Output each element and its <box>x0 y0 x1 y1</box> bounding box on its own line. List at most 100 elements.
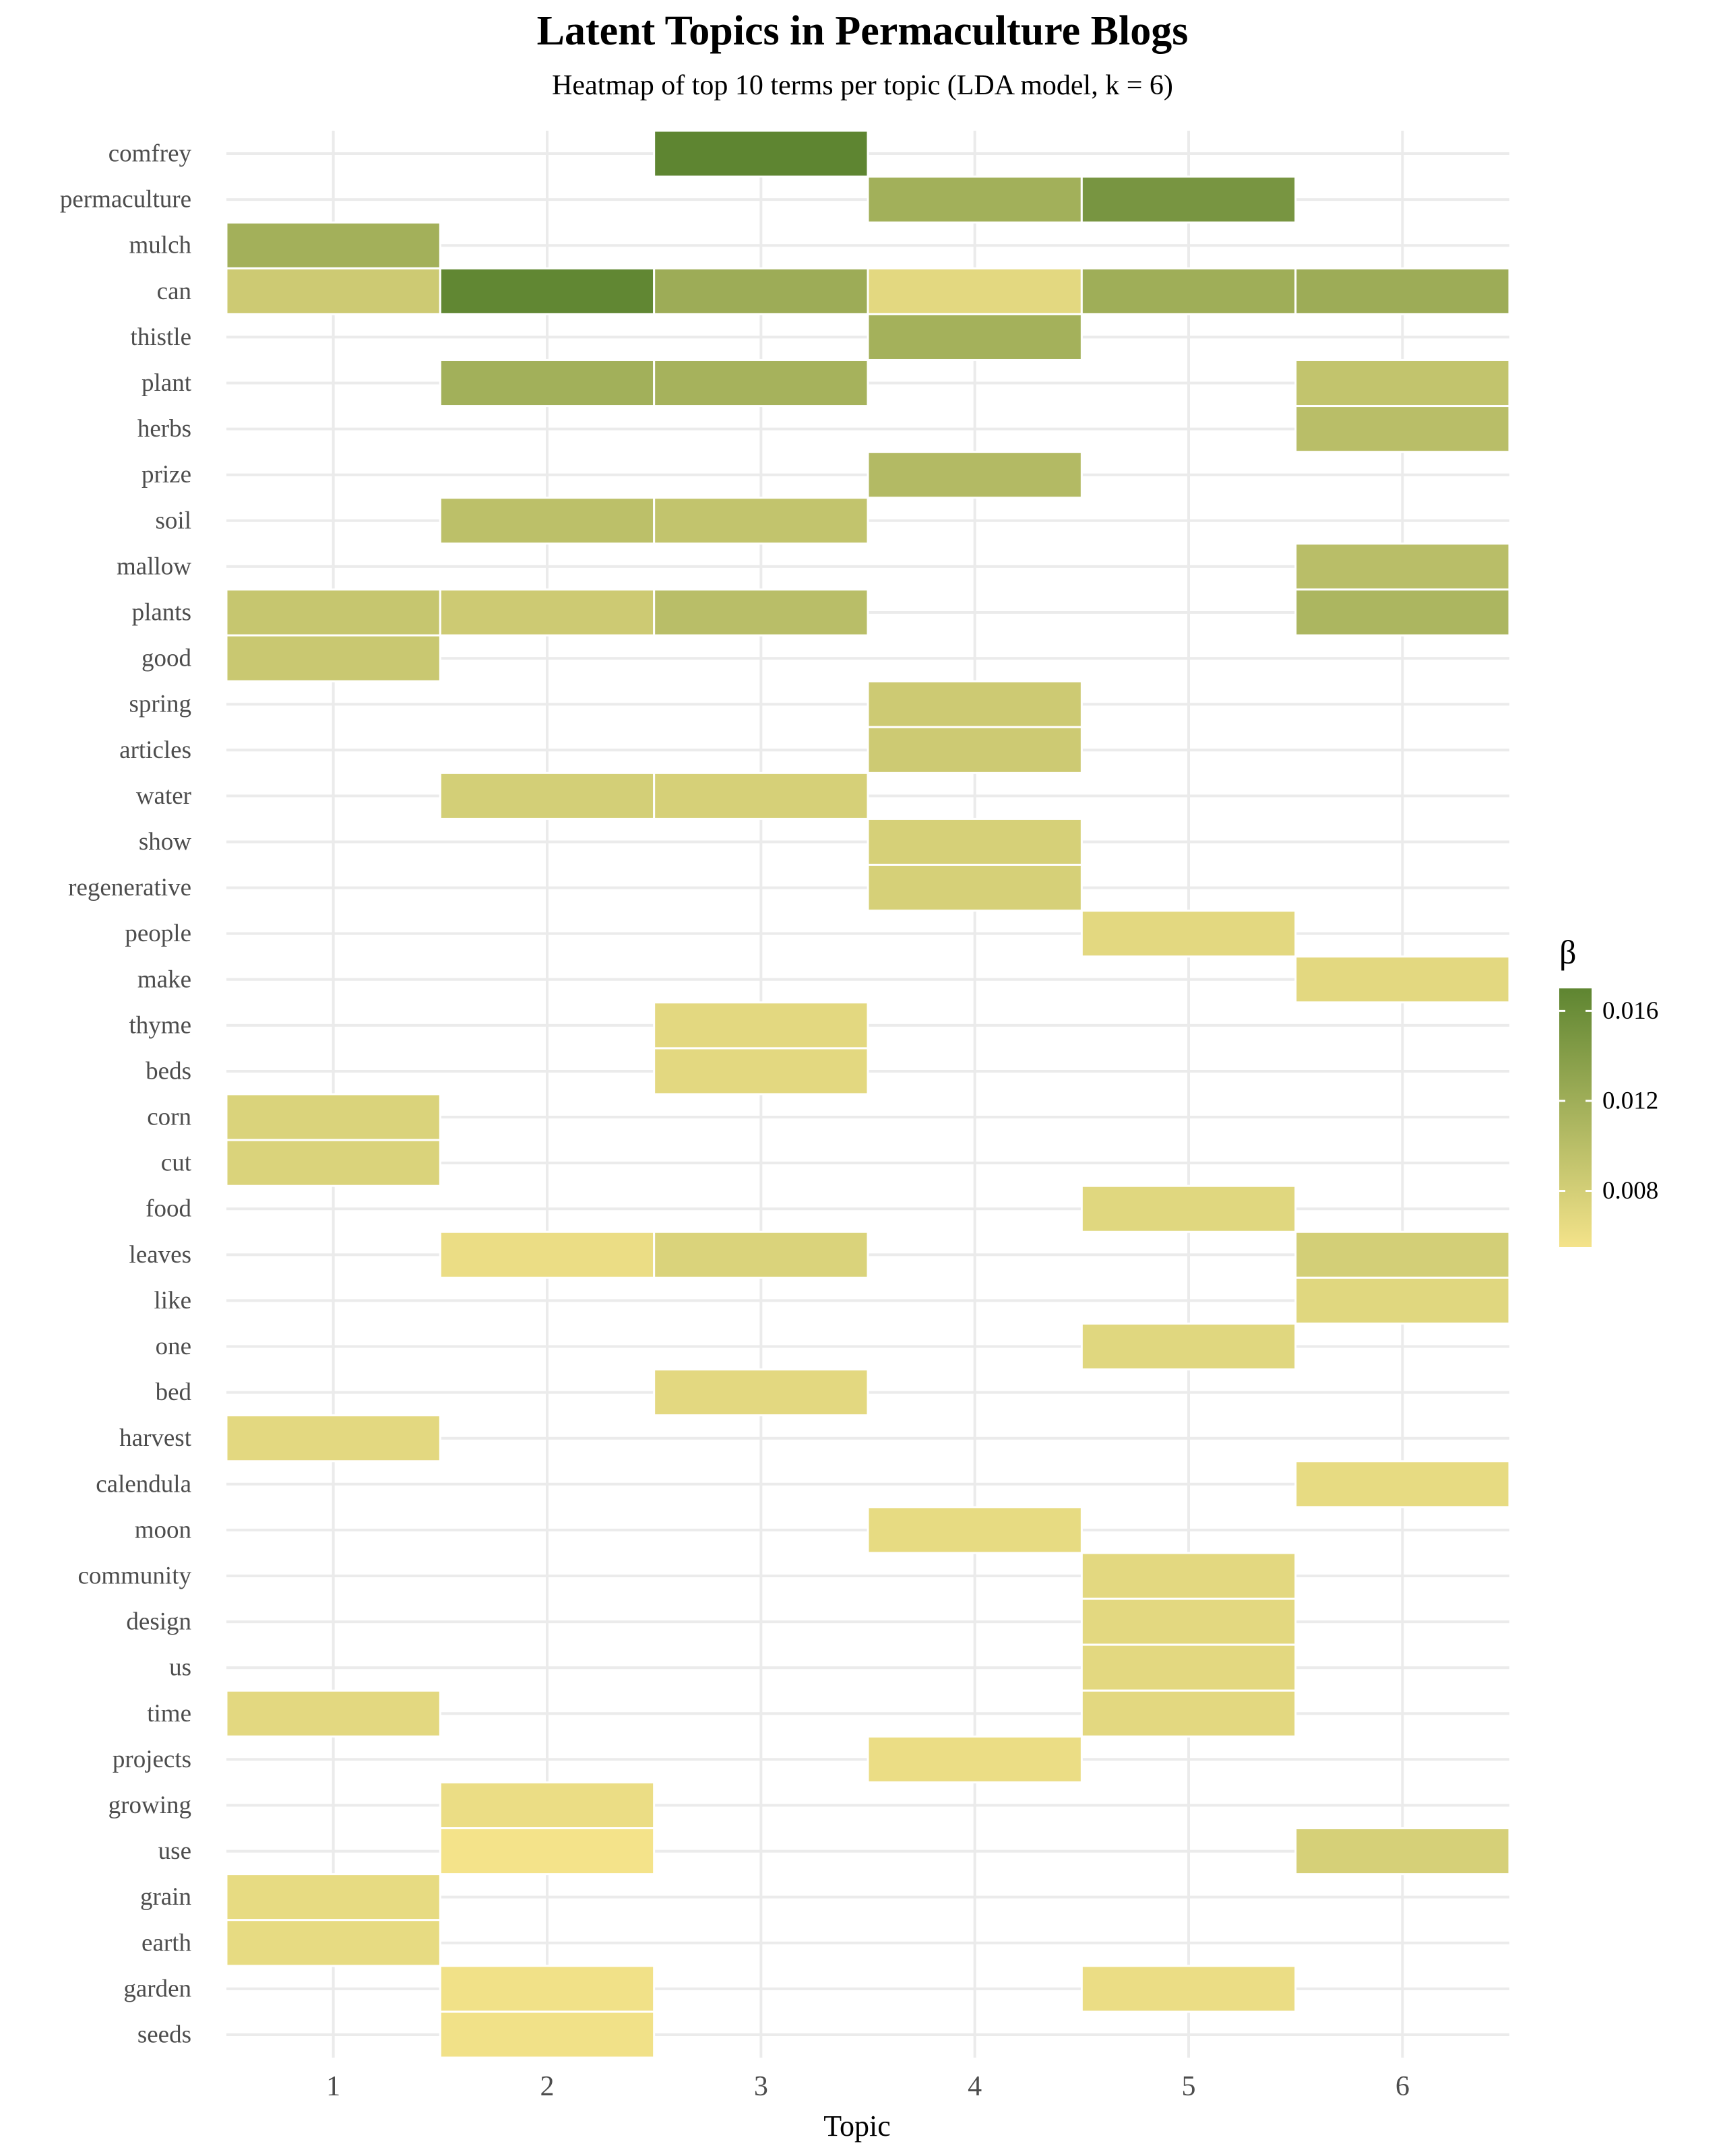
heatmap-cell <box>1294 358 1511 408</box>
x-tick-label: 1 <box>326 2071 340 2102</box>
y-tick-label: calendula <box>96 1470 191 1498</box>
heatmap-cell <box>1294 1230 1511 1279</box>
heatmap-cell <box>653 1047 869 1096</box>
heatmap-cell <box>653 1001 869 1050</box>
heatmap-cell <box>1294 405 1511 453</box>
legend-tick-label: 0.012 <box>1602 1087 1658 1114</box>
y-tick-label: food <box>146 1195 191 1223</box>
heatmap-cell <box>1294 267 1511 315</box>
x-axis-tick-labels: 1 2 3 4 5 6 <box>326 2071 1410 2102</box>
heatmap-cell <box>439 497 656 545</box>
y-tick-label: us <box>169 1654 191 1682</box>
heatmap-cell <box>1294 1276 1511 1325</box>
y-tick-label: grain <box>140 1883 191 1911</box>
heatmap-cell <box>225 588 441 637</box>
heatmap-cell <box>439 1781 656 1830</box>
y-tick-label: herbs <box>137 415 191 443</box>
y-tick-label: harvest <box>119 1424 192 1452</box>
heatmap-cell <box>439 1827 656 1876</box>
y-tick-label: spring <box>129 691 192 718</box>
heatmap-cell <box>653 129 869 178</box>
heatmap-cell <box>1294 955 1511 1004</box>
heatmap-cell <box>653 588 869 637</box>
y-tick-label: make <box>137 965 191 993</box>
legend-colorbar <box>1559 988 1592 1247</box>
heatmap-cell <box>1080 267 1297 315</box>
heatmap-cell <box>225 221 441 270</box>
heatmap-cell <box>439 358 656 408</box>
y-tick-label: beds <box>146 1057 191 1085</box>
x-tick-label: 5 <box>1182 2071 1196 2102</box>
heatmap-cell <box>1294 1827 1511 1876</box>
y-tick-label: permaculture <box>60 186 191 214</box>
y-tick-label: design <box>126 1608 191 1636</box>
y-tick-label: moon <box>135 1516 191 1544</box>
heatmap-cell <box>1294 542 1511 591</box>
y-tick-label: leaves <box>129 1241 191 1269</box>
heatmap-cell <box>867 1735 1083 1783</box>
y-tick-label: comfrey <box>108 140 192 168</box>
y-tick-label: thyme <box>129 1011 191 1039</box>
y-tick-label: growing <box>108 1792 191 1819</box>
heatmap-cell <box>1080 1184 1297 1233</box>
x-tick-label: 6 <box>1395 2071 1410 2102</box>
heatmap-cell <box>225 1093 441 1141</box>
heatmap-cell <box>1080 1552 1297 1600</box>
y-tick-label: plant <box>142 369 192 397</box>
heatmap-cell <box>1080 1689 1297 1738</box>
heatmap-cell <box>867 451 1083 499</box>
heatmap-cell <box>867 313 1083 361</box>
heatmap-cell <box>867 680 1083 728</box>
heatmap-cell <box>867 864 1083 912</box>
heatmap-cell <box>867 1506 1083 1554</box>
heatmap-cell <box>225 1873 441 1922</box>
y-tick-label: regenerative <box>68 874 191 901</box>
heatmap-cell <box>1080 910 1297 958</box>
y-tick-label: projects <box>113 1746 191 1773</box>
y-tick-label: good <box>142 645 192 672</box>
heatmap-cell <box>653 358 869 408</box>
heatmap-cell <box>439 267 656 315</box>
heatmap-cell <box>867 175 1083 224</box>
heatmap-cell <box>1080 1965 1297 2013</box>
y-tick-label: mulch <box>129 232 192 259</box>
y-tick-label: corn <box>147 1104 191 1131</box>
y-tick-label: time <box>147 1700 191 1727</box>
heatmap-cells <box>225 129 1511 2059</box>
heatmap-cell <box>439 588 656 637</box>
y-tick-label: show <box>139 828 191 856</box>
y-tick-label: prize <box>142 461 191 488</box>
heatmap-cell <box>1080 1643 1297 1692</box>
y-tick-label: seeds <box>137 2021 191 2048</box>
y-tick-label: people <box>125 920 191 947</box>
legend-tick-label: 0.016 <box>1602 997 1658 1025</box>
heatmap-cell <box>225 1414 441 1463</box>
legend-ticks: 0.008 0.012 0.016 <box>1559 997 1658 1205</box>
y-tick-label: articles <box>119 736 191 764</box>
heatmap-cell <box>653 1368 869 1417</box>
heatmap-cell <box>867 817 1083 866</box>
y-tick-label: earth <box>142 1929 191 1957</box>
y-tick-label: one <box>156 1333 191 1360</box>
y-tick-label: garden <box>123 1975 191 2002</box>
heatmap-cell <box>867 726 1083 774</box>
y-tick-label: use <box>158 1837 191 1865</box>
x-tick-label: 3 <box>754 2071 768 2102</box>
heatmap-cell <box>1080 1322 1297 1371</box>
legend-tick-label: 0.008 <box>1602 1177 1658 1205</box>
heatmap-cell <box>653 1230 869 1279</box>
y-tick-label: soil <box>156 507 191 534</box>
x-tick-label: 2 <box>540 2071 555 2102</box>
chart-subtitle: Heatmap of top 10 terms per topic (LDA m… <box>552 70 1173 101</box>
y-tick-label: mallow <box>117 552 191 580</box>
x-tick-label: 4 <box>968 2071 982 2102</box>
heatmap-cell <box>225 1919 441 1967</box>
heatmap-cell <box>1294 588 1511 637</box>
heatmap-cell <box>439 1230 656 1279</box>
y-tick-label: can <box>157 278 191 305</box>
color-legend: β 0.008 0.012 0.016 <box>1559 933 1658 1247</box>
heatmap-cell <box>225 267 441 315</box>
heatmap-cell <box>1080 1597 1297 1646</box>
heatmap-cell <box>225 1139 441 1187</box>
